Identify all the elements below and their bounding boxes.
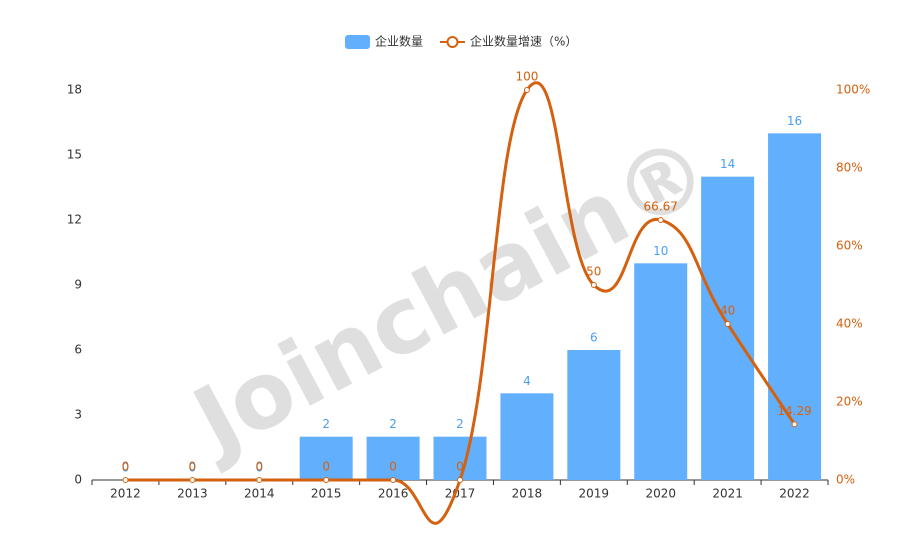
line-point <box>724 321 731 327</box>
bar-label: 10 <box>653 244 668 258</box>
bar <box>500 393 554 480</box>
x-tick-label: 2018 <box>512 487 543 501</box>
line <box>125 81 796 525</box>
line-point <box>590 282 597 288</box>
legend-label: 企业数量增速（%） <box>470 34 577 49</box>
y-tick-label: 3 <box>74 408 82 422</box>
x-tick-label: 2013 <box>177 487 208 501</box>
bar-label: 4 <box>523 374 531 388</box>
y2-tick-label: 20% <box>836 395 863 409</box>
x-tick-label: 2020 <box>645 487 676 501</box>
y-tick-label: 12 <box>67 213 82 227</box>
y2-tick-label: 100% <box>836 83 870 97</box>
y2-tick-label: 60% <box>836 239 863 253</box>
bar-label: 2 <box>456 417 464 431</box>
line-point <box>189 477 196 483</box>
y2-tick-label: 0% <box>836 473 855 487</box>
legend-label: 企业数量 <box>375 34 423 49</box>
line-point <box>523 87 530 93</box>
y-tick-label: 15 <box>67 148 82 162</box>
bar <box>768 133 822 481</box>
bar-label: 0 <box>189 461 197 475</box>
y-tick-label: 6 <box>74 343 82 357</box>
line-point <box>791 421 798 428</box>
bar-label: 0 <box>122 461 130 475</box>
x-tick-label: 2021 <box>712 487 743 501</box>
line-label: 14.29 <box>777 404 811 418</box>
bar-label: 6 <box>590 331 598 345</box>
y-tick-label: 18 <box>67 83 82 97</box>
bar-label: 2 <box>389 417 397 431</box>
bar <box>701 176 755 480</box>
line-label: 0 <box>456 460 464 474</box>
x-tick-label: 2022 <box>779 487 810 501</box>
line-label: 50 <box>586 265 601 279</box>
line-label: 100 <box>515 70 538 84</box>
y-tick-label: 9 <box>74 278 82 292</box>
line-point <box>657 216 664 223</box>
bar-label: 0 <box>255 461 263 475</box>
x-tick-label: 2019 <box>579 487 610 501</box>
x-tick-label: 2014 <box>244 487 275 501</box>
y2-tick-label: 80% <box>836 161 863 175</box>
line-label: 40 <box>720 304 735 318</box>
line-label: 0 <box>122 460 130 474</box>
bar <box>299 436 353 480</box>
line-label: 66.67 <box>644 199 678 213</box>
line-point <box>390 477 397 483</box>
x-tick-label: 2017 <box>445 487 476 501</box>
line-point <box>323 477 330 483</box>
bar <box>433 436 487 480</box>
legend-swatch <box>345 35 370 49</box>
line-label: 0 <box>322 460 330 474</box>
line-label: 0 <box>255 460 263 474</box>
x-tick-label: 2016 <box>378 487 409 501</box>
bar-label: 16 <box>787 114 802 128</box>
bar <box>634 263 688 480</box>
x-tick-label: 2015 <box>311 487 342 501</box>
bar <box>567 350 621 480</box>
line-point <box>256 477 263 483</box>
line-point <box>122 477 129 483</box>
bar-label: 2 <box>322 417 330 431</box>
y2-tick-label: 40% <box>836 317 863 331</box>
y-tick-label: 0 <box>74 473 82 487</box>
legend-swatch <box>446 36 459 48</box>
x-tick-label: 2012 <box>110 487 141 501</box>
line-label: 0 <box>189 460 197 474</box>
line-label: 0 <box>389 460 397 474</box>
line-point <box>457 477 463 483</box>
bar-label: 14 <box>720 157 735 171</box>
bar <box>366 436 420 480</box>
